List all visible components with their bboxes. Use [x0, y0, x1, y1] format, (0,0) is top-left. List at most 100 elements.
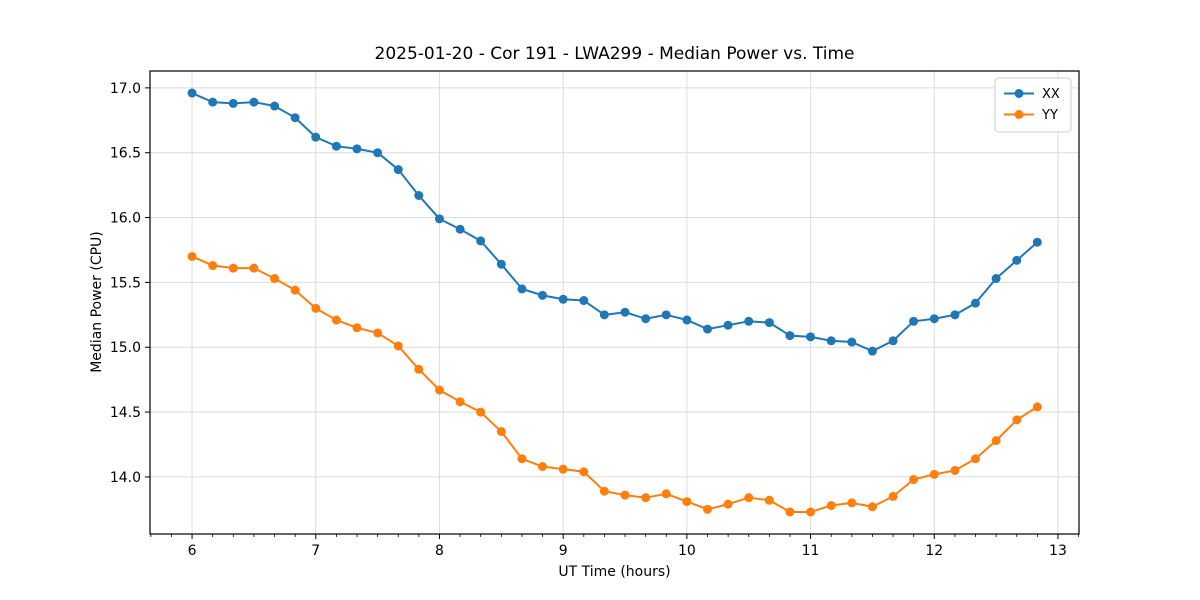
data-point-xx — [970, 298, 980, 308]
data-point-yy — [764, 495, 774, 505]
x-tick-label: 12 — [925, 543, 943, 559]
data-point-yy — [228, 263, 238, 273]
data-point-xx — [867, 346, 877, 356]
data-point-xx — [1032, 237, 1042, 247]
data-point-xx — [785, 331, 795, 341]
x-axis-label: UT Time (hours) — [558, 564, 671, 580]
data-point-yy — [414, 364, 424, 374]
data-point-yy — [455, 397, 465, 407]
data-point-yy — [867, 502, 877, 512]
data-point-xx — [331, 141, 341, 151]
data-point-yy — [1012, 415, 1022, 425]
x-tick-label: 13 — [1049, 543, 1067, 559]
data-point-yy — [785, 507, 795, 517]
data-point-xx — [826, 336, 836, 346]
data-point-yy — [847, 498, 857, 508]
data-point-xx — [538, 290, 548, 300]
y-tick-label: 16.5 — [110, 146, 141, 162]
data-point-xx — [393, 165, 403, 175]
data-point-xx — [434, 214, 444, 224]
x-tick-label: 11 — [802, 543, 820, 559]
y-tick-label: 14.5 — [110, 405, 141, 421]
data-point-yy — [538, 462, 548, 472]
x-tick-label: 9 — [559, 543, 568, 559]
y-tick-label: 14.0 — [110, 470, 141, 486]
y-tick-label: 15.5 — [110, 275, 141, 291]
data-point-yy — [888, 491, 898, 501]
data-point-yy — [970, 454, 980, 464]
data-point-yy — [187, 251, 197, 261]
data-point-yy — [909, 475, 919, 485]
data-point-xx — [290, 113, 300, 123]
legend-box — [994, 77, 1072, 133]
data-point-yy — [641, 493, 651, 503]
data-point-yy — [806, 507, 816, 517]
data-point-yy — [744, 493, 754, 503]
data-point-yy — [311, 303, 321, 313]
data-point-yy — [950, 465, 960, 475]
x-tick-label: 6 — [188, 543, 197, 559]
data-point-xx — [373, 148, 383, 158]
data-point-yy — [352, 323, 362, 333]
data-point-xx — [455, 224, 465, 234]
data-point-xx — [929, 314, 939, 324]
data-point-yy — [249, 263, 259, 273]
data-point-yy — [620, 490, 630, 500]
data-point-xx — [187, 88, 197, 98]
data-point-yy — [1032, 402, 1042, 412]
series-line-xx — [191, 92, 1038, 353]
data-point-yy — [661, 489, 671, 499]
data-point-yy — [723, 499, 733, 509]
data-point-xx — [888, 336, 898, 346]
data-point-xx — [950, 310, 960, 320]
data-point-xx — [703, 324, 713, 334]
data-point-xx — [208, 97, 218, 107]
data-point-xx — [579, 296, 589, 306]
data-point-xx — [847, 337, 857, 347]
data-point-xx — [764, 318, 774, 328]
legend-marker-yy — [1014, 110, 1024, 119]
data-point-yy — [929, 469, 939, 479]
y-tick-label: 16.0 — [110, 211, 141, 227]
data-point-xx — [476, 236, 486, 246]
data-point-xx — [991, 274, 1001, 284]
data-point-xx — [661, 310, 671, 320]
legend-label-xx: XX — [1042, 87, 1060, 102]
y-tick-label: 15.0 — [110, 340, 141, 356]
data-point-yy — [826, 500, 836, 510]
data-point-xx — [558, 294, 568, 304]
data-point-xx — [806, 332, 816, 342]
data-point-xx — [496, 259, 506, 269]
data-point-yy — [599, 486, 609, 496]
data-point-xx — [723, 320, 733, 330]
data-point-xx — [744, 316, 754, 326]
data-point-yy — [991, 436, 1001, 446]
data-point-xx — [311, 132, 321, 142]
data-point-yy — [517, 454, 527, 464]
data-point-yy — [558, 464, 568, 474]
plot-frame — [149, 70, 1080, 535]
data-point-xx — [228, 98, 238, 108]
y-tick-label: 17.0 — [110, 81, 141, 97]
data-point-yy — [579, 467, 589, 477]
data-point-yy — [682, 497, 692, 507]
series-line-yy — [191, 255, 1038, 513]
data-point-yy — [434, 385, 444, 395]
chart-title: 2025-01-20 - Cor 191 - LWA299 - Median P… — [374, 44, 855, 64]
x-tick-label: 8 — [435, 543, 444, 559]
data-point-yy — [476, 407, 486, 417]
data-point-xx — [352, 144, 362, 154]
data-point-yy — [290, 285, 300, 295]
data-point-xx — [909, 316, 919, 326]
data-point-yy — [393, 341, 403, 351]
legend-marker-xx — [1014, 89, 1024, 98]
x-tick-label: 7 — [311, 543, 320, 559]
data-point-xx — [1012, 255, 1022, 265]
data-point-xx — [599, 310, 609, 320]
legend-label-yy: YY — [1041, 108, 1058, 123]
data-point-yy — [270, 274, 280, 284]
x-tick-label: 10 — [678, 543, 696, 559]
data-point-xx — [414, 191, 424, 201]
